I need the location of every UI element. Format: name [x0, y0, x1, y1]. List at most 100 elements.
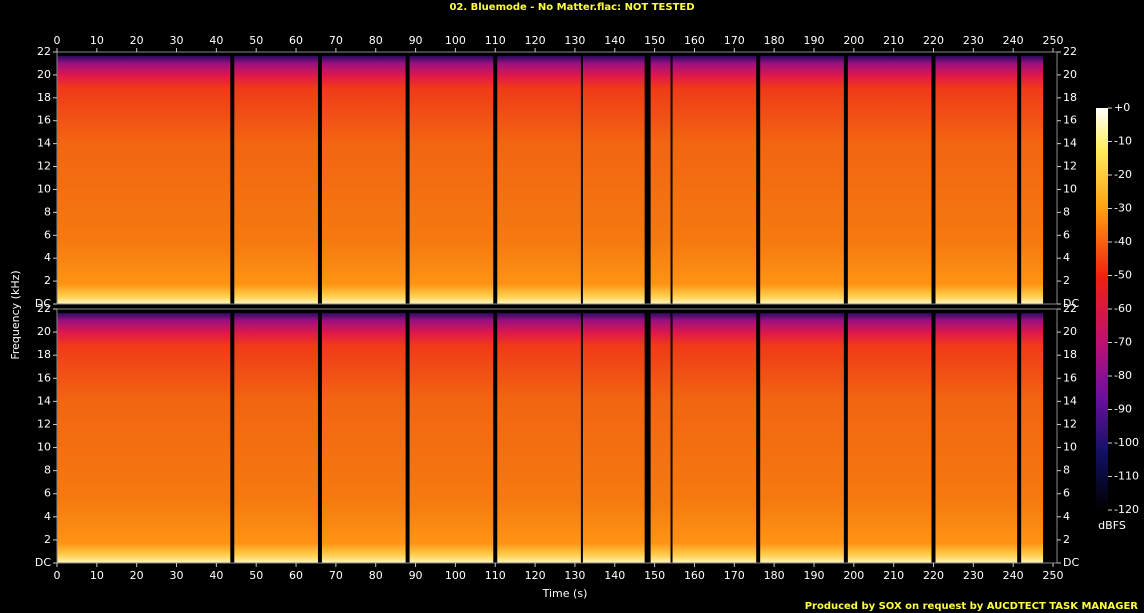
y-tick-label: 16	[37, 371, 51, 384]
y-tick-label: 10	[1063, 441, 1077, 454]
y-tick-label: 16	[1063, 371, 1077, 384]
x-tick-label: 50	[249, 34, 263, 47]
y-tick-label: 20	[37, 68, 51, 81]
y-tick-label: 2	[44, 533, 51, 546]
x-tick-label: 70	[329, 34, 343, 47]
colorbar-label: dBFS	[1098, 519, 1126, 532]
x-tick-label: 180	[764, 34, 785, 47]
x-tick-label: 0	[54, 569, 61, 582]
x-tick-label: 220	[923, 569, 944, 582]
spectrum-segment	[582, 56, 645, 304]
x-tick-label: 80	[369, 569, 383, 582]
y-tick-label: DC	[35, 556, 51, 569]
y-tick-label: 22	[1063, 302, 1077, 315]
colorbar-tick-label: -70	[1114, 336, 1132, 349]
x-tick-label: 250	[1043, 34, 1064, 47]
spectrum-segment	[760, 56, 844, 304]
y-tick-label: DC	[35, 297, 51, 310]
spectrum-segment	[650, 56, 671, 304]
x-tick-label: 60	[289, 34, 303, 47]
x-tick-label: 210	[883, 569, 904, 582]
y-tick-label: 18	[37, 91, 51, 104]
y-tick-label: 6	[1063, 487, 1070, 500]
spectrum-segment	[935, 56, 1018, 304]
y-tick-label: 4	[1063, 510, 1070, 523]
y-tick-label: 14	[1063, 394, 1077, 407]
y-axis-label: Frequency (kHz)	[9, 270, 22, 359]
y-tick-label: 4	[44, 251, 51, 264]
y-tick-label: 10	[37, 182, 51, 195]
x-tick-label: 130	[564, 569, 585, 582]
y-tick-label: 18	[37, 348, 51, 361]
x-tick-label: 220	[923, 34, 944, 47]
colorbar-tick-label: +0	[1114, 101, 1130, 114]
y-tick-label: 20	[1063, 68, 1077, 81]
y-tick-label: 4	[1063, 251, 1070, 264]
y-tick-label: 8	[44, 205, 51, 218]
x-tick-label: 190	[803, 569, 824, 582]
x-tick-label: 250	[1043, 569, 1064, 582]
spectrum-segment	[321, 313, 406, 563]
x-tick-label: 150	[644, 569, 665, 582]
x-tick-label: 10	[90, 569, 104, 582]
x-tick-label: 150	[644, 34, 665, 47]
x-tick-label: 90	[409, 34, 423, 47]
spectrum-segment	[672, 56, 757, 304]
spectrum-segment	[409, 56, 494, 304]
y-tick-label: 4	[44, 510, 51, 523]
footer: Produced by SOX on request by AUCDTECT T…	[805, 601, 1139, 612]
x-tick-label: 10	[90, 34, 104, 47]
chart-title: 02. Bluemode - No Matter.flac: NOT TESTE…	[449, 2, 694, 13]
y-tick-label: 20	[37, 325, 51, 338]
y-tick-label: 22	[37, 45, 51, 58]
y-tick-label: 8	[1063, 205, 1070, 218]
y-tick-label: 14	[37, 137, 51, 150]
x-tick-label: 140	[604, 569, 625, 582]
x-tick-label: 40	[209, 34, 223, 47]
x-tick-label: 100	[445, 569, 466, 582]
y-tick-label: DC	[1063, 556, 1079, 569]
y-tick-label: 12	[37, 417, 51, 430]
y-tick-label: 8	[1063, 464, 1070, 477]
plot-frame	[56, 308, 1058, 564]
x-tick-label: 50	[249, 569, 263, 582]
spectrum-segment	[409, 313, 494, 563]
x-tick-label: 100	[445, 34, 466, 47]
y-tick-label: 16	[37, 114, 51, 127]
x-tick-label: 170	[724, 569, 745, 582]
spectrum-segment	[847, 313, 932, 563]
y-tick-label: DC	[1063, 297, 1079, 310]
x-tick-label: 200	[843, 34, 864, 47]
spectrum-segment	[847, 56, 932, 304]
y-tick-label: 16	[1063, 114, 1077, 127]
y-tick-label: 20	[1063, 325, 1077, 338]
x-tick-label: 160	[684, 34, 705, 47]
spectrum-segment	[497, 56, 581, 304]
x-tick-label: 240	[1003, 34, 1024, 47]
y-tick-label: 14	[37, 394, 51, 407]
x-tick-label: 180	[764, 569, 785, 582]
x-tick-label: 110	[485, 34, 506, 47]
x-tick-label: 120	[525, 569, 546, 582]
y-tick-label: 18	[1063, 91, 1077, 104]
y-tick-label: 8	[44, 464, 51, 477]
colorbar-tick-label: -40	[1114, 235, 1132, 248]
x-tick-label: 110	[485, 569, 506, 582]
x-tick-label: 130	[564, 34, 585, 47]
y-tick-label: 10	[37, 441, 51, 454]
spectrum-segment	[1021, 56, 1044, 304]
x-tick-label: 230	[963, 34, 984, 47]
y-tick-label: 12	[37, 160, 51, 173]
x-tick-label: 80	[369, 34, 383, 47]
x-tick-label: 70	[329, 569, 343, 582]
y-tick-label: 22	[1063, 45, 1077, 58]
x-tick-label: 140	[604, 34, 625, 47]
y-tick-label: 2	[1063, 533, 1070, 546]
colorbar	[1096, 108, 1108, 510]
x-tick-label: 120	[525, 34, 546, 47]
colorbar-tick-label: -110	[1114, 470, 1139, 483]
spectrum-segment	[234, 313, 318, 563]
colorbar-tick-label: -20	[1114, 168, 1132, 181]
spectrum-segment	[234, 56, 318, 304]
